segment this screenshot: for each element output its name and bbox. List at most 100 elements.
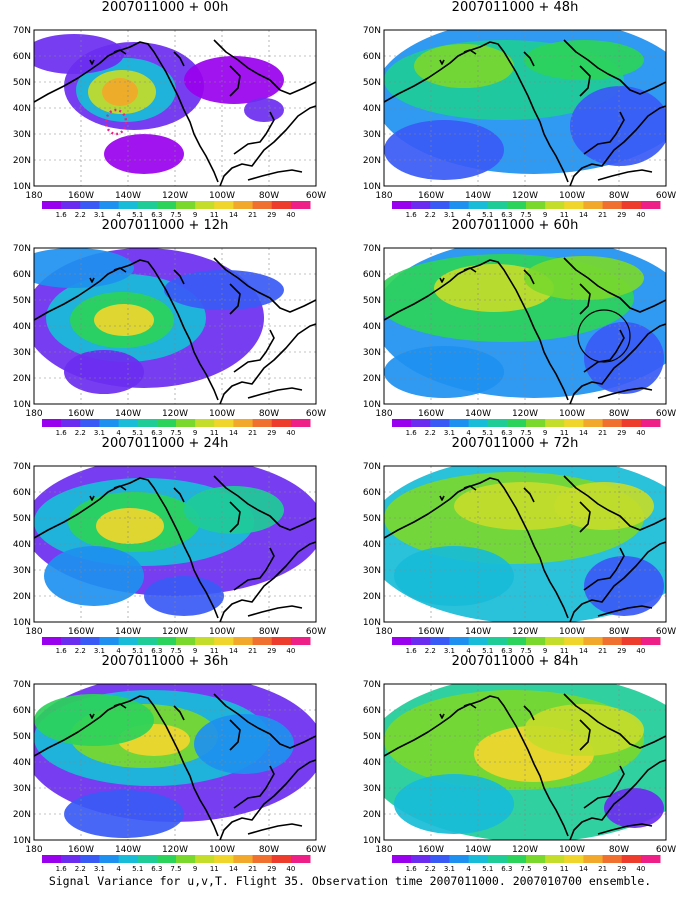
- colorbar-swatch: [99, 855, 120, 863]
- colorbar-label: 3.1: [94, 647, 105, 654]
- colorbar-swatch: [195, 201, 215, 209]
- colorbar-label: 29: [267, 429, 276, 436]
- colorbar-swatch: [506, 637, 527, 645]
- colorbar-label: 1.6: [406, 211, 418, 218]
- colorbar-label: 7.5: [170, 647, 181, 654]
- lat-label: 60N: [363, 270, 381, 280]
- colorbar-swatch: [176, 201, 196, 209]
- variance-contour: [554, 482, 654, 530]
- lon-label: 180: [25, 627, 42, 637]
- lon-label: 120W: [512, 845, 538, 855]
- lat-label: 50N: [13, 296, 31, 306]
- lon-label: 80W: [609, 409, 629, 419]
- colorbar-swatch: [506, 419, 527, 427]
- variance-contour: [96, 508, 164, 544]
- lon-label: 120W: [162, 191, 188, 201]
- colorbar-swatch: [468, 637, 489, 645]
- verification-region: [577, 309, 631, 363]
- variance-contour: [44, 546, 144, 606]
- colorbar-label: 7.5: [170, 429, 181, 436]
- lon-label: 100W: [559, 409, 585, 419]
- colorbar-swatch: [487, 419, 508, 427]
- colorbar-swatch: [214, 637, 234, 645]
- colorbar-swatch: [640, 419, 661, 427]
- colorbar-label: 9: [543, 647, 547, 654]
- colorbar-label: 9: [543, 865, 547, 872]
- colorbar-swatch: [430, 637, 450, 645]
- lat-label: 70N: [363, 26, 381, 36]
- variance-contour: [604, 788, 664, 828]
- lon-label: 180: [25, 845, 42, 855]
- colorbar-label: 9: [543, 211, 547, 218]
- colorbar-swatch: [526, 637, 546, 645]
- panel-36h: 2007011000 + 36h 70N 60N 50N 40N 30N 20N 10N 18…: [0, 654, 330, 872]
- lat-label: 60N: [13, 706, 31, 716]
- colorbar-swatch: [233, 855, 254, 863]
- lon-label: 120W: [512, 191, 538, 201]
- colorbar-swatch: [468, 201, 489, 209]
- lat-label: 70N: [13, 680, 31, 690]
- variance-contour: [394, 546, 514, 606]
- colorbar-swatch: [602, 855, 623, 863]
- colorbar-swatch: [487, 201, 508, 209]
- lat-label: 20N: [363, 156, 381, 166]
- colorbar-swatch: [195, 419, 215, 427]
- variance-contour: [164, 270, 284, 310]
- colorbar-label: 11: [560, 429, 569, 436]
- colorbar-swatch: [137, 419, 158, 427]
- lon-label: 100W: [559, 845, 585, 855]
- variance-contour: [34, 248, 134, 288]
- lat-label: 30N: [13, 348, 31, 358]
- coastline: [384, 257, 666, 404]
- variance-contour: [64, 350, 144, 394]
- variance-contour: [414, 44, 514, 88]
- colorbar-label: 21: [598, 211, 607, 218]
- lat-label: 10N: [363, 836, 381, 846]
- colorbar-swatch: [156, 637, 177, 645]
- colorbar-label: 40: [636, 647, 645, 654]
- lon-label: 140W: [465, 191, 491, 201]
- colorbar-swatch: [271, 637, 292, 645]
- colorbar-swatch: [271, 201, 292, 209]
- colorbar-label: 4: [466, 865, 471, 872]
- coastline: [34, 693, 316, 840]
- colorbar-swatch: [271, 855, 292, 863]
- colorbar-label: 4: [116, 865, 121, 872]
- lat-label: 30N: [13, 566, 31, 576]
- colorbar-label: 2.2: [75, 647, 86, 654]
- panel-24h: 2007011000 + 24h 70N 60N 50N 40N 30N 20N 10N 18…: [0, 436, 330, 654]
- variance-contour: [184, 486, 284, 534]
- lat-label: 50N: [13, 732, 31, 742]
- colorbar-swatch: [137, 855, 158, 863]
- map-frame: [33, 465, 317, 623]
- colorbar-label: 40: [286, 647, 295, 654]
- colorbar-label: 4: [116, 647, 121, 654]
- lat-label: 70N: [363, 462, 381, 472]
- lon-label: 80W: [609, 191, 629, 201]
- lon-label: 140W: [115, 191, 141, 201]
- panel-00h: 2007011000 + 00h 70N 60N 50N 40N 30N 20N 10N 18…: [0, 0, 330, 218]
- colorbar-label: 21: [248, 429, 257, 436]
- colorbar-swatch: [545, 855, 565, 863]
- lon-label: 60W: [306, 191, 326, 201]
- variance-field: [34, 684, 316, 840]
- colorbar-swatch: [640, 637, 661, 645]
- colorbar-swatch: [118, 201, 139, 209]
- lon-label: 180: [375, 191, 392, 201]
- lon-label: 100W: [559, 627, 585, 637]
- lon-label: 140W: [115, 409, 141, 419]
- colorbar-label: 21: [598, 647, 607, 654]
- lat-label: 60N: [363, 706, 381, 716]
- figure-caption: Signal Variance for u,v,T. Flight 35. Ob…: [48, 874, 652, 888]
- colorbar-label: 1.6: [56, 865, 68, 872]
- colorbar-swatch: [621, 637, 642, 645]
- lat-label: 70N: [363, 244, 381, 254]
- colorbar-swatch: [487, 637, 508, 645]
- colorbar-swatch: [602, 201, 623, 209]
- panel-title: 2007011000 + 84h: [451, 654, 579, 669]
- variance-contour: [102, 78, 138, 106]
- colorbar-label: 6.3: [501, 647, 512, 654]
- lon-label: 180: [375, 627, 392, 637]
- lon-label: 140W: [465, 409, 491, 419]
